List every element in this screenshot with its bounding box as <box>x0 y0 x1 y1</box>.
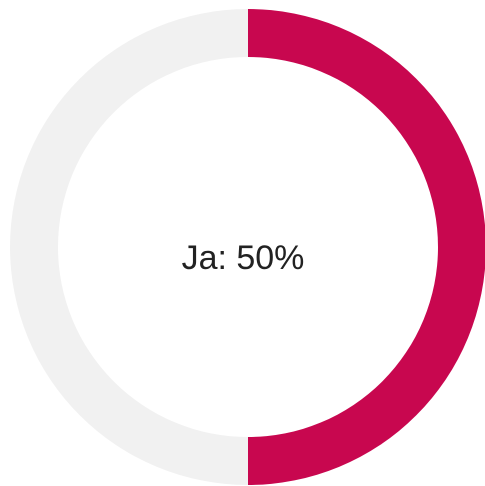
slices <box>10 9 485 485</box>
center-label: Ja: 50% <box>182 239 305 277</box>
slice <box>10 9 248 485</box>
slice <box>248 9 485 485</box>
